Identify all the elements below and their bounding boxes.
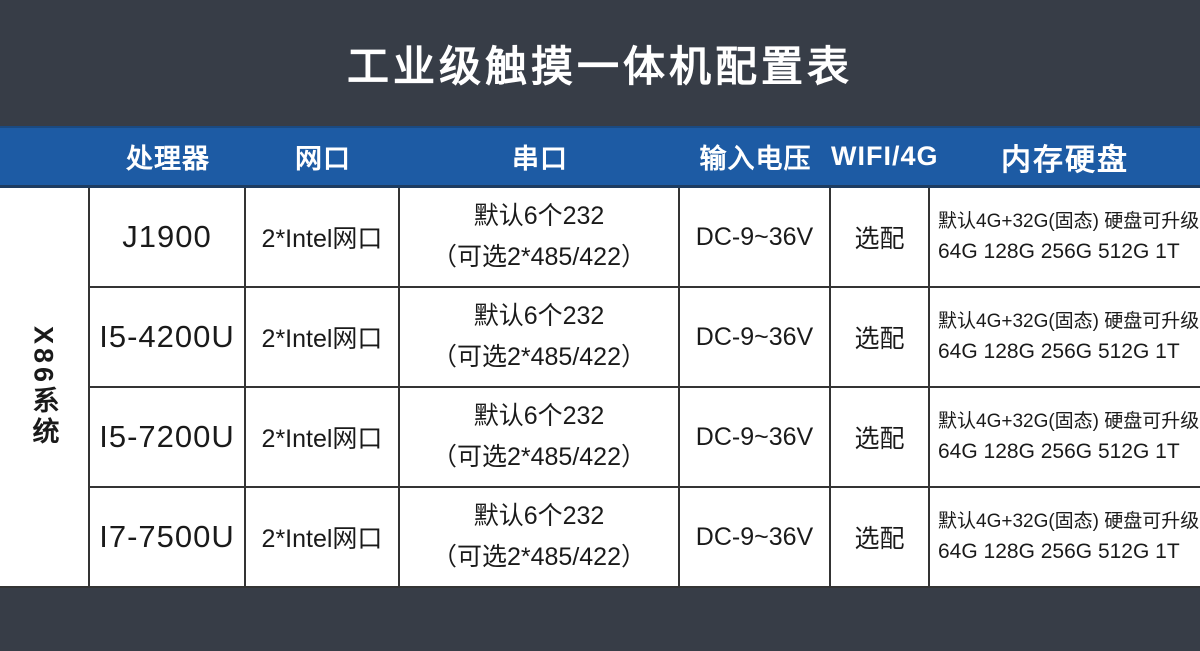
serial-optional-line: （可选2*485/422） xyxy=(431,343,646,371)
network-port-cell: 2*Intel网口 xyxy=(246,488,400,588)
processor-cell: I5-7200U xyxy=(90,388,246,488)
page-title: 工业级触摸一体机配置表 xyxy=(346,42,853,90)
column-header-processor: 处理器 xyxy=(126,144,210,174)
input-voltage-cell: DC-9~36V xyxy=(680,188,831,288)
serial-default-line: 默认6个232 xyxy=(473,401,605,430)
row-group-label-x86: X86系统 xyxy=(0,188,90,588)
memory-default-line: 默认4G+32G(固态) 硬盘可升级 xyxy=(938,510,1200,532)
processor-cell: J1900 xyxy=(90,188,246,288)
column-header-network-port: 网口 xyxy=(295,144,351,174)
serial-optional-line: （可选2*485/422） xyxy=(431,443,646,471)
input-voltage-cell: DC-9~36V xyxy=(680,288,831,388)
memory-upgrade-options-line: 64G 128G 256G 512G 1T xyxy=(938,339,1180,363)
column-header-input-voltage: 输入电压 xyxy=(699,144,812,174)
column-header-wifi-4g: WIFI/4G xyxy=(831,141,939,171)
memory-upgrade-options-line: 64G 128G 256G 512G 1T xyxy=(938,439,1180,463)
input-voltage-cell: DC-9~36V xyxy=(680,388,831,488)
serial-port-cell: 默认6个232 （可选2*485/422） xyxy=(400,388,680,488)
processor-cell: I7-7500U xyxy=(90,488,246,588)
column-header-memory-storage: 内存硬盘 xyxy=(1001,143,1129,177)
memory-storage-cell: 默认4G+32G(固态) 硬盘可升级 64G 128G 256G 512G 1T xyxy=(930,388,1200,488)
wifi-4g-cell: 选配 xyxy=(831,388,930,488)
serial-optional-line: （可选2*485/422） xyxy=(431,243,646,271)
network-port-cell: 2*Intel网口 xyxy=(246,288,400,388)
memory-default-line: 默认4G+32G(固态) 硬盘可升级 xyxy=(938,310,1200,332)
serial-port-cell: 默认6个232 （可选2*485/422） xyxy=(400,488,680,588)
footer-band xyxy=(0,588,1200,651)
memory-upgrade-options-line: 64G 128G 256G 512G 1T xyxy=(938,239,1180,263)
memory-storage-cell: 默认4G+32G(固态) 硬盘可升级 64G 128G 256G 512G 1T xyxy=(930,188,1200,288)
memory-default-line: 默认4G+32G(固态) 硬盘可升级 xyxy=(938,210,1200,232)
wifi-4g-cell: 选配 xyxy=(831,288,930,388)
serial-default-line: 默认6个232 xyxy=(473,501,605,530)
input-voltage-cell: DC-9~36V xyxy=(680,488,831,588)
serial-optional-line: （可选2*485/422） xyxy=(431,543,646,571)
wifi-4g-cell: 选配 xyxy=(831,188,930,288)
column-header-serial-port: 串口 xyxy=(512,144,568,174)
table-header-row: 处理器 网口 串口 输入电压 WIFI/4G 内存硬盘 xyxy=(0,126,1200,188)
title-band: 工业级触摸一体机配置表 xyxy=(0,0,1200,126)
spec-table: X86系统 J1900 2*Intel网口 默认6个232 （可选2*485/4… xyxy=(0,188,1200,588)
memory-default-line: 默认4G+32G(固态) 硬盘可升级 xyxy=(938,410,1200,432)
serial-port-cell: 默认6个232 （可选2*485/422） xyxy=(400,188,680,288)
memory-storage-cell: 默认4G+32G(固态) 硬盘可升级 64G 128G 256G 512G 1T xyxy=(930,288,1200,388)
serial-port-cell: 默认6个232 （可选2*485/422） xyxy=(400,288,680,388)
processor-cell: I5-4200U xyxy=(90,288,246,388)
serial-default-line: 默认6个232 xyxy=(473,301,605,330)
memory-upgrade-options-line: 64G 128G 256G 512G 1T xyxy=(938,539,1180,563)
network-port-cell: 2*Intel网口 xyxy=(246,188,400,288)
serial-default-line: 默认6个232 xyxy=(473,201,605,230)
memory-storage-cell: 默认4G+32G(固态) 硬盘可升级 64G 128G 256G 512G 1T xyxy=(930,488,1200,588)
network-port-cell: 2*Intel网口 xyxy=(246,388,400,488)
wifi-4g-cell: 选配 xyxy=(831,488,930,588)
